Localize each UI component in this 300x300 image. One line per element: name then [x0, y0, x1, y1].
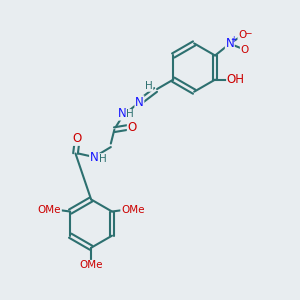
Text: OMe: OMe [80, 260, 103, 270]
Text: O: O [72, 132, 82, 145]
Text: H: H [99, 154, 107, 164]
Text: N: N [118, 107, 127, 120]
Text: N: N [135, 96, 144, 109]
Text: N: N [225, 37, 234, 50]
Text: OMe: OMe [38, 205, 61, 215]
Text: O: O [238, 31, 246, 40]
Text: OMe: OMe [121, 205, 144, 215]
Text: O: O [128, 121, 137, 134]
Text: OH: OH [227, 73, 245, 86]
Text: +: + [230, 35, 236, 44]
Text: −: − [244, 28, 251, 37]
Text: N: N [90, 151, 98, 164]
Text: H: H [126, 110, 134, 119]
Text: O: O [240, 45, 249, 55]
Text: H: H [145, 81, 153, 92]
